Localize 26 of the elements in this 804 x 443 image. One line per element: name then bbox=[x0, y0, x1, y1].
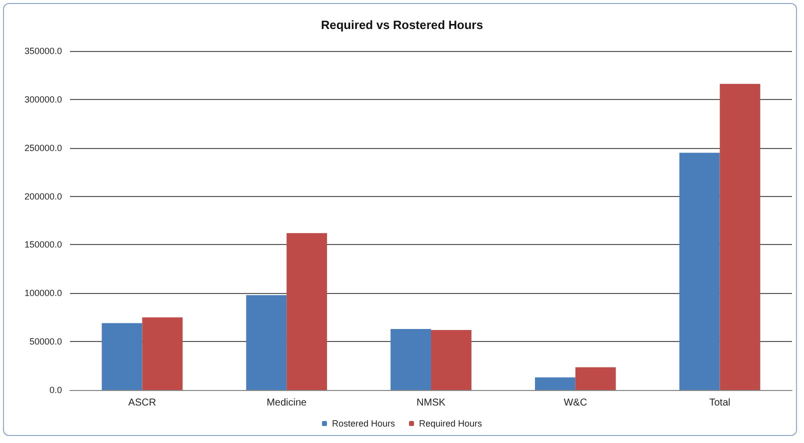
bar bbox=[286, 233, 328, 390]
chart-title: Required vs Rostered Hours bbox=[320, 18, 484, 32]
y-tick-label: 250000.0 bbox=[24, 142, 62, 153]
x-tick-label: Medicine bbox=[266, 398, 308, 408]
legend-label: Rostered Hours bbox=[332, 418, 396, 428]
bar bbox=[679, 152, 720, 390]
x-tick-label: ASCR bbox=[128, 398, 156, 408]
y-tick-label: 50000.0 bbox=[29, 336, 62, 347]
y-tick-label: 100000.0 bbox=[24, 288, 62, 298]
legend-label: Required Hours bbox=[419, 418, 483, 428]
y-tick-label: 0.0 bbox=[49, 385, 62, 395]
bar bbox=[575, 367, 616, 390]
y-tick-label: 350000.0 bbox=[24, 46, 62, 56]
x-tick-label: W&C bbox=[564, 398, 588, 408]
x-tick-label: NMSK bbox=[416, 398, 446, 408]
bar bbox=[102, 323, 142, 390]
bar bbox=[720, 84, 760, 390]
x-tick-label: Total bbox=[709, 398, 730, 408]
y-tick-label: 300000.0 bbox=[24, 94, 62, 104]
bar bbox=[534, 377, 576, 390]
y-tick-label: 200000.0 bbox=[24, 191, 62, 202]
bar bbox=[390, 328, 431, 390]
bar bbox=[431, 330, 472, 390]
y-tick-label: 150000.0 bbox=[24, 240, 62, 250]
bar bbox=[142, 317, 183, 390]
bar bbox=[246, 295, 287, 390]
